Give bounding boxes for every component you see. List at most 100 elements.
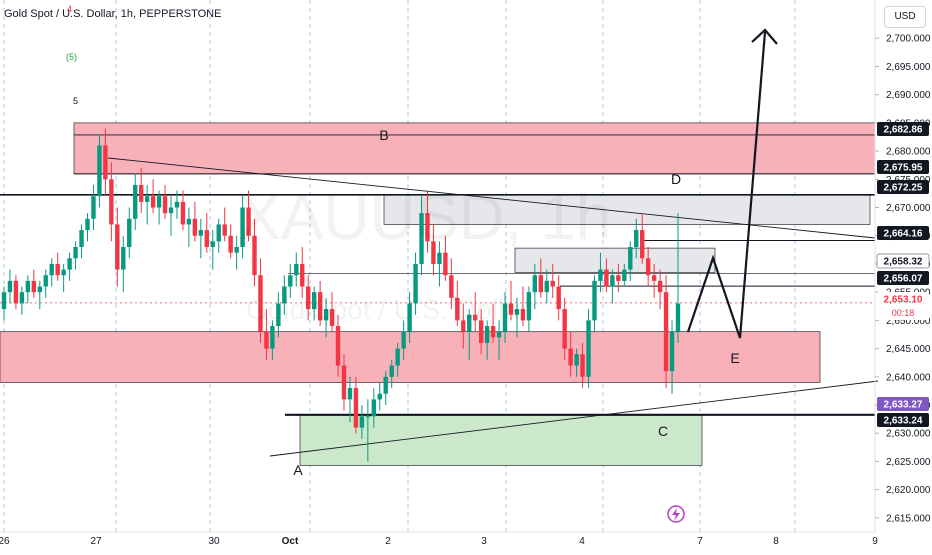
price-tick-label: 2,645.000	[886, 344, 931, 355]
candle	[49, 258, 54, 287]
candle-body	[276, 303, 281, 327]
price-badge: 2,656.07	[877, 271, 929, 285]
time-tick-label: 9	[872, 536, 878, 547]
candle	[121, 235, 126, 293]
candle-body	[383, 376, 388, 394]
price-badge: 2,658.32	[876, 253, 930, 269]
time-tick-label: 26	[0, 536, 10, 547]
candle-body	[651, 275, 657, 281]
candle-body	[61, 269, 66, 276]
price-badge: 2,675.95	[877, 160, 929, 174]
currency-button[interactable]: USD	[884, 6, 926, 28]
time-tick-label: 2	[385, 536, 391, 547]
candle-body	[640, 230, 645, 259]
candle	[216, 218, 221, 253]
candle-body	[478, 320, 484, 343]
candle	[544, 269, 549, 304]
candle	[79, 224, 84, 259]
price-tick-label: 2,620.000	[886, 485, 931, 496]
candle	[341, 354, 347, 411]
candle	[568, 331, 573, 377]
candle-body	[311, 292, 317, 310]
candle	[550, 263, 555, 298]
candle-body	[19, 292, 25, 304]
candle	[61, 263, 66, 293]
candle	[323, 297, 329, 338]
time-tick-label: 7	[697, 536, 703, 547]
candle-body	[413, 263, 418, 304]
candle-body	[186, 218, 192, 225]
candle	[67, 252, 72, 281]
candle-body	[85, 218, 90, 231]
candle-body	[109, 179, 114, 225]
candle-body	[127, 218, 132, 248]
candle	[640, 213, 645, 264]
candle	[276, 292, 281, 338]
candle	[335, 314, 341, 377]
candle	[526, 286, 532, 332]
candle	[365, 399, 371, 462]
candle	[473, 292, 478, 332]
candle	[31, 269, 37, 298]
candle	[502, 292, 508, 343]
candle-body	[616, 275, 621, 281]
wave-label-4: 4	[67, 4, 73, 14]
price-tick-label: 2,700.000	[886, 34, 931, 45]
candle	[556, 275, 561, 321]
zone-gray	[514, 247, 716, 273]
candle-body	[67, 258, 72, 270]
candle-body	[288, 275, 293, 287]
candle-body	[228, 235, 233, 253]
candle-body	[335, 326, 341, 366]
time-tick-label: Oct	[282, 536, 299, 547]
candle	[222, 207, 227, 242]
candle-body	[198, 230, 204, 236]
price-badge-bg	[877, 122, 929, 136]
candle-body	[556, 286, 561, 310]
candle-body	[97, 145, 102, 197]
candle-body	[401, 331, 406, 349]
candle	[478, 309, 484, 355]
candle-body	[437, 252, 442, 264]
candle-body	[115, 224, 120, 270]
candle-body	[431, 241, 436, 264]
trend-line-upper	[107, 157, 876, 239]
price-badge-bg	[877, 226, 929, 240]
candle-body	[222, 224, 227, 236]
candle-body	[323, 309, 329, 321]
candle	[443, 235, 448, 281]
candle	[574, 348, 579, 377]
candle-body	[622, 269, 627, 281]
candle-body	[270, 326, 275, 349]
candle	[663, 275, 669, 389]
trend-line-lower	[269, 380, 879, 457]
candle-body	[258, 275, 263, 332]
candle	[288, 263, 293, 298]
candle-body	[657, 280, 663, 293]
candle	[562, 297, 567, 360]
candle	[586, 309, 591, 389]
candle	[657, 269, 663, 310]
candle-body	[461, 320, 466, 332]
candle	[300, 247, 305, 298]
candle	[484, 320, 490, 360]
candle-body	[389, 365, 394, 377]
time-tick-label: 27	[90, 536, 102, 547]
candle-body	[365, 416, 371, 418]
candle	[520, 286, 526, 327]
candle-body	[264, 331, 269, 349]
price-badge: 2,653.10 00:18	[877, 292, 929, 320]
candle	[7, 269, 13, 304]
chart-title[interactable]: Gold Spot / U.S. Dollar, 1h, PEPPERSTONE	[4, 8, 222, 20]
candle	[138, 168, 144, 214]
candle-body	[162, 196, 168, 214]
candle	[37, 280, 42, 310]
candle	[490, 303, 496, 343]
price-badge: 2,682.86	[877, 122, 929, 136]
candle-body	[532, 275, 538, 293]
price-badge-bg	[877, 292, 929, 320]
price-tick-label: 2,680.000	[886, 147, 931, 158]
candle-body	[538, 275, 544, 293]
